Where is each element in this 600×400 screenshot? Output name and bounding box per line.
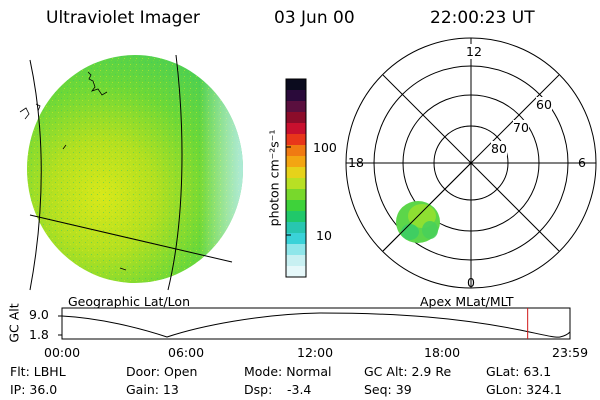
polar-ring-60 <box>373 65 569 261</box>
globe-disk <box>27 55 243 283</box>
coastline-fragment <box>87 71 108 96</box>
timeline-y-tick-max: 9.0 <box>29 307 49 322</box>
colorbar-band <box>286 112 306 124</box>
mlat-label-80: 80 <box>491 141 507 156</box>
timeline-x-tick: 23:59 <box>552 345 589 360</box>
colorbar-band <box>286 200 306 212</box>
glat-readout: GLat: 63.1 <box>486 364 552 379</box>
colorbar-unit-label: photon cm⁻²s⁻¹ <box>266 129 282 227</box>
colorbar-band <box>286 167 306 179</box>
colorbar-tick-100: 100 <box>313 140 337 155</box>
dsp-value: -3.4 <box>287 382 312 397</box>
globe-label: Geographic Lat/Lon <box>68 294 190 309</box>
polar-ring-50 <box>345 37 597 289</box>
mlt-label-12: 12 <box>466 44 482 59</box>
mlat-label-60: 60 <box>536 97 552 112</box>
aurora-emission <box>396 201 440 243</box>
time-label: 22:00:23 UT <box>430 8 535 28</box>
colorbar-band <box>286 244 306 256</box>
timeline-x-tick: 18:00 <box>424 345 461 360</box>
coastline-fragment <box>19 103 41 120</box>
colorbar-band <box>286 189 306 201</box>
door-readout: Door: Open <box>126 364 198 379</box>
colorbar-band <box>286 222 306 234</box>
mlt-label-18: 18 <box>348 155 364 170</box>
colorbar-tick-10: 10 <box>316 228 332 243</box>
globe-parallel <box>29 214 233 263</box>
gc-alt-readout: GC Alt: 2.9 Re <box>364 364 452 379</box>
timeline-y-tick-min: 1.8 <box>29 327 49 342</box>
dsp-label: Dsp: <box>244 382 273 397</box>
mlat-label-70: 70 <box>513 120 529 135</box>
polar-ring-70 <box>402 94 540 232</box>
colorbar-band <box>286 134 306 146</box>
globe-meridian-right <box>167 54 183 291</box>
colorbar-band <box>286 79 306 91</box>
colorbar-band <box>286 255 306 267</box>
ip-readout: IP: 36.0 <box>10 382 58 397</box>
seq-readout: Seq: 39 <box>364 382 412 397</box>
timeline-x-tick: 00:00 <box>44 345 81 360</box>
filter-readout: Flt: LBHL <box>10 364 66 379</box>
timeline-frame <box>61 307 571 340</box>
instrument-title: Ultraviolet Imager <box>46 8 200 28</box>
gain-readout: Gain: 13 <box>126 382 179 397</box>
polar-label: Apex MLat/MLT <box>420 294 514 309</box>
colorbar-band <box>286 211 306 223</box>
timeline-y-label: GC Alt <box>6 303 22 343</box>
polar-ring-80 <box>433 125 509 201</box>
colorbar-band <box>286 90 306 102</box>
timeline-x-tick: 06:00 <box>168 345 205 360</box>
glon-readout: GLon: 324.1 <box>486 382 562 397</box>
gc-altitude-curve <box>61 312 571 338</box>
polar-axis-diagonal <box>382 74 560 252</box>
mlt-label-0: 0 <box>467 275 475 290</box>
mlt-label-6: 6 <box>578 155 586 170</box>
polar-axis-diagonal <box>382 74 560 252</box>
coastline-fragment <box>62 144 127 271</box>
colorbar-band <box>286 266 306 278</box>
colorbar-band <box>286 178 306 190</box>
colorbar-band <box>286 145 306 157</box>
colorbar-band <box>286 233 306 245</box>
globe-meridian-left <box>29 59 42 291</box>
colorbar-band <box>286 101 306 113</box>
timeline-x-tick: 12:00 <box>297 345 334 360</box>
colorbar-frame <box>285 78 307 278</box>
colorbar-band <box>286 156 306 168</box>
mode-readout: Mode: Normal <box>244 364 332 379</box>
colorbar-band <box>286 123 306 135</box>
date-label: 03 Jun 00 <box>274 8 355 28</box>
